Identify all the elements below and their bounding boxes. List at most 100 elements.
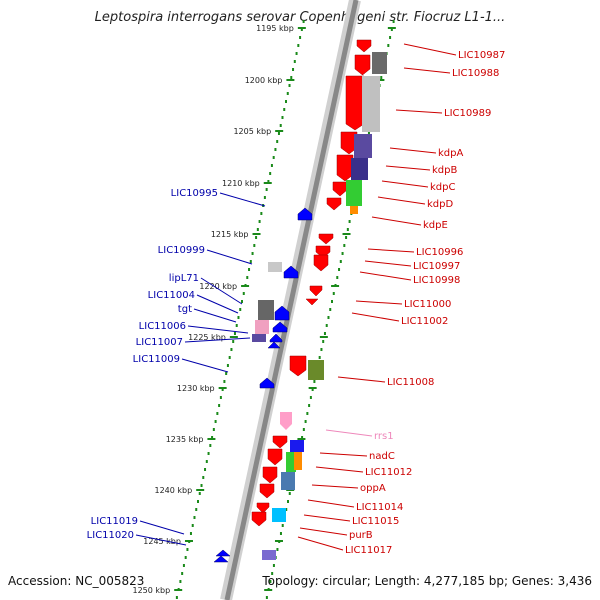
gene-LIC11012[interactable] <box>267 448 283 466</box>
left-dot-track <box>246 276 249 279</box>
feature-box-cyan[interactable] <box>272 508 286 522</box>
gene-label-kdpA[interactable]: kdpA <box>438 148 463 159</box>
gene-LIC10989[interactable] <box>345 75 365 131</box>
scale-label: 1200 kbp <box>245 76 283 85</box>
gene-LIC10995[interactable] <box>297 207 313 221</box>
gene-rrs1[interactable] <box>280 412 292 430</box>
gene-kdpD[interactable] <box>326 197 342 211</box>
gene-kdpC[interactable] <box>332 181 348 197</box>
gene-label-LIC11017[interactable]: LIC11017 <box>345 545 392 556</box>
leader-line <box>196 294 239 314</box>
feature-box-orange[interactable] <box>294 452 302 470</box>
gene-kdpA[interactable] <box>340 131 358 155</box>
feature-box-blue[interactable] <box>290 440 304 452</box>
gene-purB[interactable] <box>251 511 267 527</box>
leader-line <box>303 514 351 522</box>
gene-label-LIC10995[interactable]: LIC10995 <box>171 188 218 199</box>
gene-label-LIC10999[interactable]: LIC10999 <box>158 245 205 256</box>
left-dot-track <box>249 260 252 263</box>
gene-label-LIC11000[interactable]: LIC11000 <box>404 299 451 310</box>
right-dot-track <box>306 412 309 415</box>
scale-label: 1205 kbp <box>233 127 271 136</box>
gene-label-LIC10996[interactable]: LIC10996 <box>416 247 463 258</box>
feature-box-purple[interactable] <box>262 550 276 560</box>
feature-box-steelblue[interactable] <box>281 472 295 490</box>
gene-label-nadC[interactable]: nadC <box>369 451 395 462</box>
map-title: Leptospira interrogans serovar Copenhage… <box>94 10 506 25</box>
leader-line <box>307 499 355 508</box>
feature-box-indigo[interactable] <box>351 158 368 180</box>
gene-label-kdpD[interactable]: kdpD <box>427 199 453 210</box>
left-dot-track <box>233 332 236 335</box>
left-dot-track <box>286 92 289 95</box>
gene-LIC11002[interactable] <box>305 298 319 306</box>
gene-label-LIC11006[interactable]: LIC11006 <box>139 321 186 332</box>
right-dot-track <box>348 220 351 223</box>
gene-label-oppA[interactable]: oppA <box>360 483 386 494</box>
feature-box-gray[interactable] <box>372 52 387 74</box>
gene-label-LIC10987[interactable]: LIC10987 <box>458 50 505 61</box>
feature-box-purple[interactable] <box>252 334 266 342</box>
gene-label-LIC11015[interactable]: LIC11015 <box>352 516 399 527</box>
gene-LIC11004[interactable] <box>272 321 288 333</box>
scale-label: 1250 kbp <box>132 586 170 595</box>
gene-label-LIC11014[interactable]: LIC11014 <box>356 502 403 513</box>
gene-label-LIC11002[interactable]: LIC11002 <box>401 316 448 327</box>
gene-LIC10987[interactable] <box>356 39 372 53</box>
feature-box-olive[interactable] <box>308 360 324 380</box>
gene-label-LIC10997[interactable]: LIC10997 <box>413 261 460 272</box>
gene-kdpB[interactable] <box>336 154 354 182</box>
feature-box-purple[interactable] <box>354 134 372 158</box>
gene-oppA[interactable] <box>262 466 278 484</box>
gene-LIC11019[interactable] <box>215 549 231 557</box>
leader-line <box>181 358 229 373</box>
gene-label-LIC11020[interactable]: LIC11020 <box>87 530 134 541</box>
gene-lipL71[interactable] <box>274 305 290 321</box>
leader-line <box>139 520 185 535</box>
gene-label-tgt[interactable]: tgt <box>178 304 192 315</box>
feature-box-orange[interactable] <box>350 206 358 214</box>
gene-label-kdpB[interactable]: kdpB <box>432 165 457 176</box>
gene-label-LIC10998[interactable]: LIC10998 <box>413 275 460 286</box>
gene-label-rrs1[interactable]: rrs1 <box>374 431 394 442</box>
gene-LIC11009[interactable] <box>259 377 275 389</box>
gene-LIC10999[interactable] <box>283 265 299 279</box>
gene-LIC11006[interactable] <box>267 341 281 349</box>
gene-LIC11014[interactable] <box>259 483 275 499</box>
gene-label-LIC11004[interactable]: LIC11004 <box>148 290 195 301</box>
right-dot-track <box>367 132 370 135</box>
gene-label-LIC11012[interactable]: LIC11012 <box>365 467 412 478</box>
gene-label-LIC10989[interactable]: LIC10989 <box>444 108 491 119</box>
gene-LIC11020[interactable] <box>213 555 229 563</box>
feature-box-gray[interactable] <box>258 300 274 320</box>
feature-box-lightgray[interactable] <box>362 76 380 132</box>
gene-LIC11008[interactable] <box>289 355 307 377</box>
gene-nadC[interactable] <box>272 435 288 449</box>
gene-label-kdpC[interactable]: kdpC <box>430 182 455 193</box>
feature-box-green[interactable] <box>286 452 296 472</box>
left-dot-track <box>283 108 286 111</box>
gene-label-LIC11009[interactable]: LIC11009 <box>133 354 180 365</box>
gene-label-LIC10988[interactable]: LIC10988 <box>452 68 499 79</box>
left-dot-track <box>297 44 300 47</box>
right-dot-track <box>390 28 393 31</box>
leader-line <box>371 216 422 226</box>
gene-label-kdpE[interactable]: kdpE <box>423 220 448 231</box>
feature-box-gray[interactable] <box>268 262 282 272</box>
gene-tgt[interactable] <box>269 333 283 343</box>
gene-label-LIC11008[interactable]: LIC11008 <box>387 377 434 388</box>
gene-label-LIC11007[interactable]: LIC11007 <box>136 337 183 348</box>
gene-label-LIC11019[interactable]: LIC11019 <box>91 516 138 527</box>
left-dot-track <box>191 524 194 527</box>
gene-LIC10996[interactable] <box>318 233 334 245</box>
gene-LIC10998[interactable] <box>313 254 329 272</box>
gene-LIC11000[interactable] <box>309 285 323 297</box>
gene-LIC11015[interactable] <box>256 502 270 514</box>
gene-LIC10988[interactable] <box>354 54 371 76</box>
feature-box-pink[interactable] <box>255 320 269 334</box>
gene-label-lipL71[interactable]: lipL71 <box>169 273 199 284</box>
gene-label-purB[interactable]: purB <box>349 530 373 541</box>
scale-label: 1210 kbp <box>222 179 260 188</box>
feature-box-green[interactable] <box>346 180 362 206</box>
